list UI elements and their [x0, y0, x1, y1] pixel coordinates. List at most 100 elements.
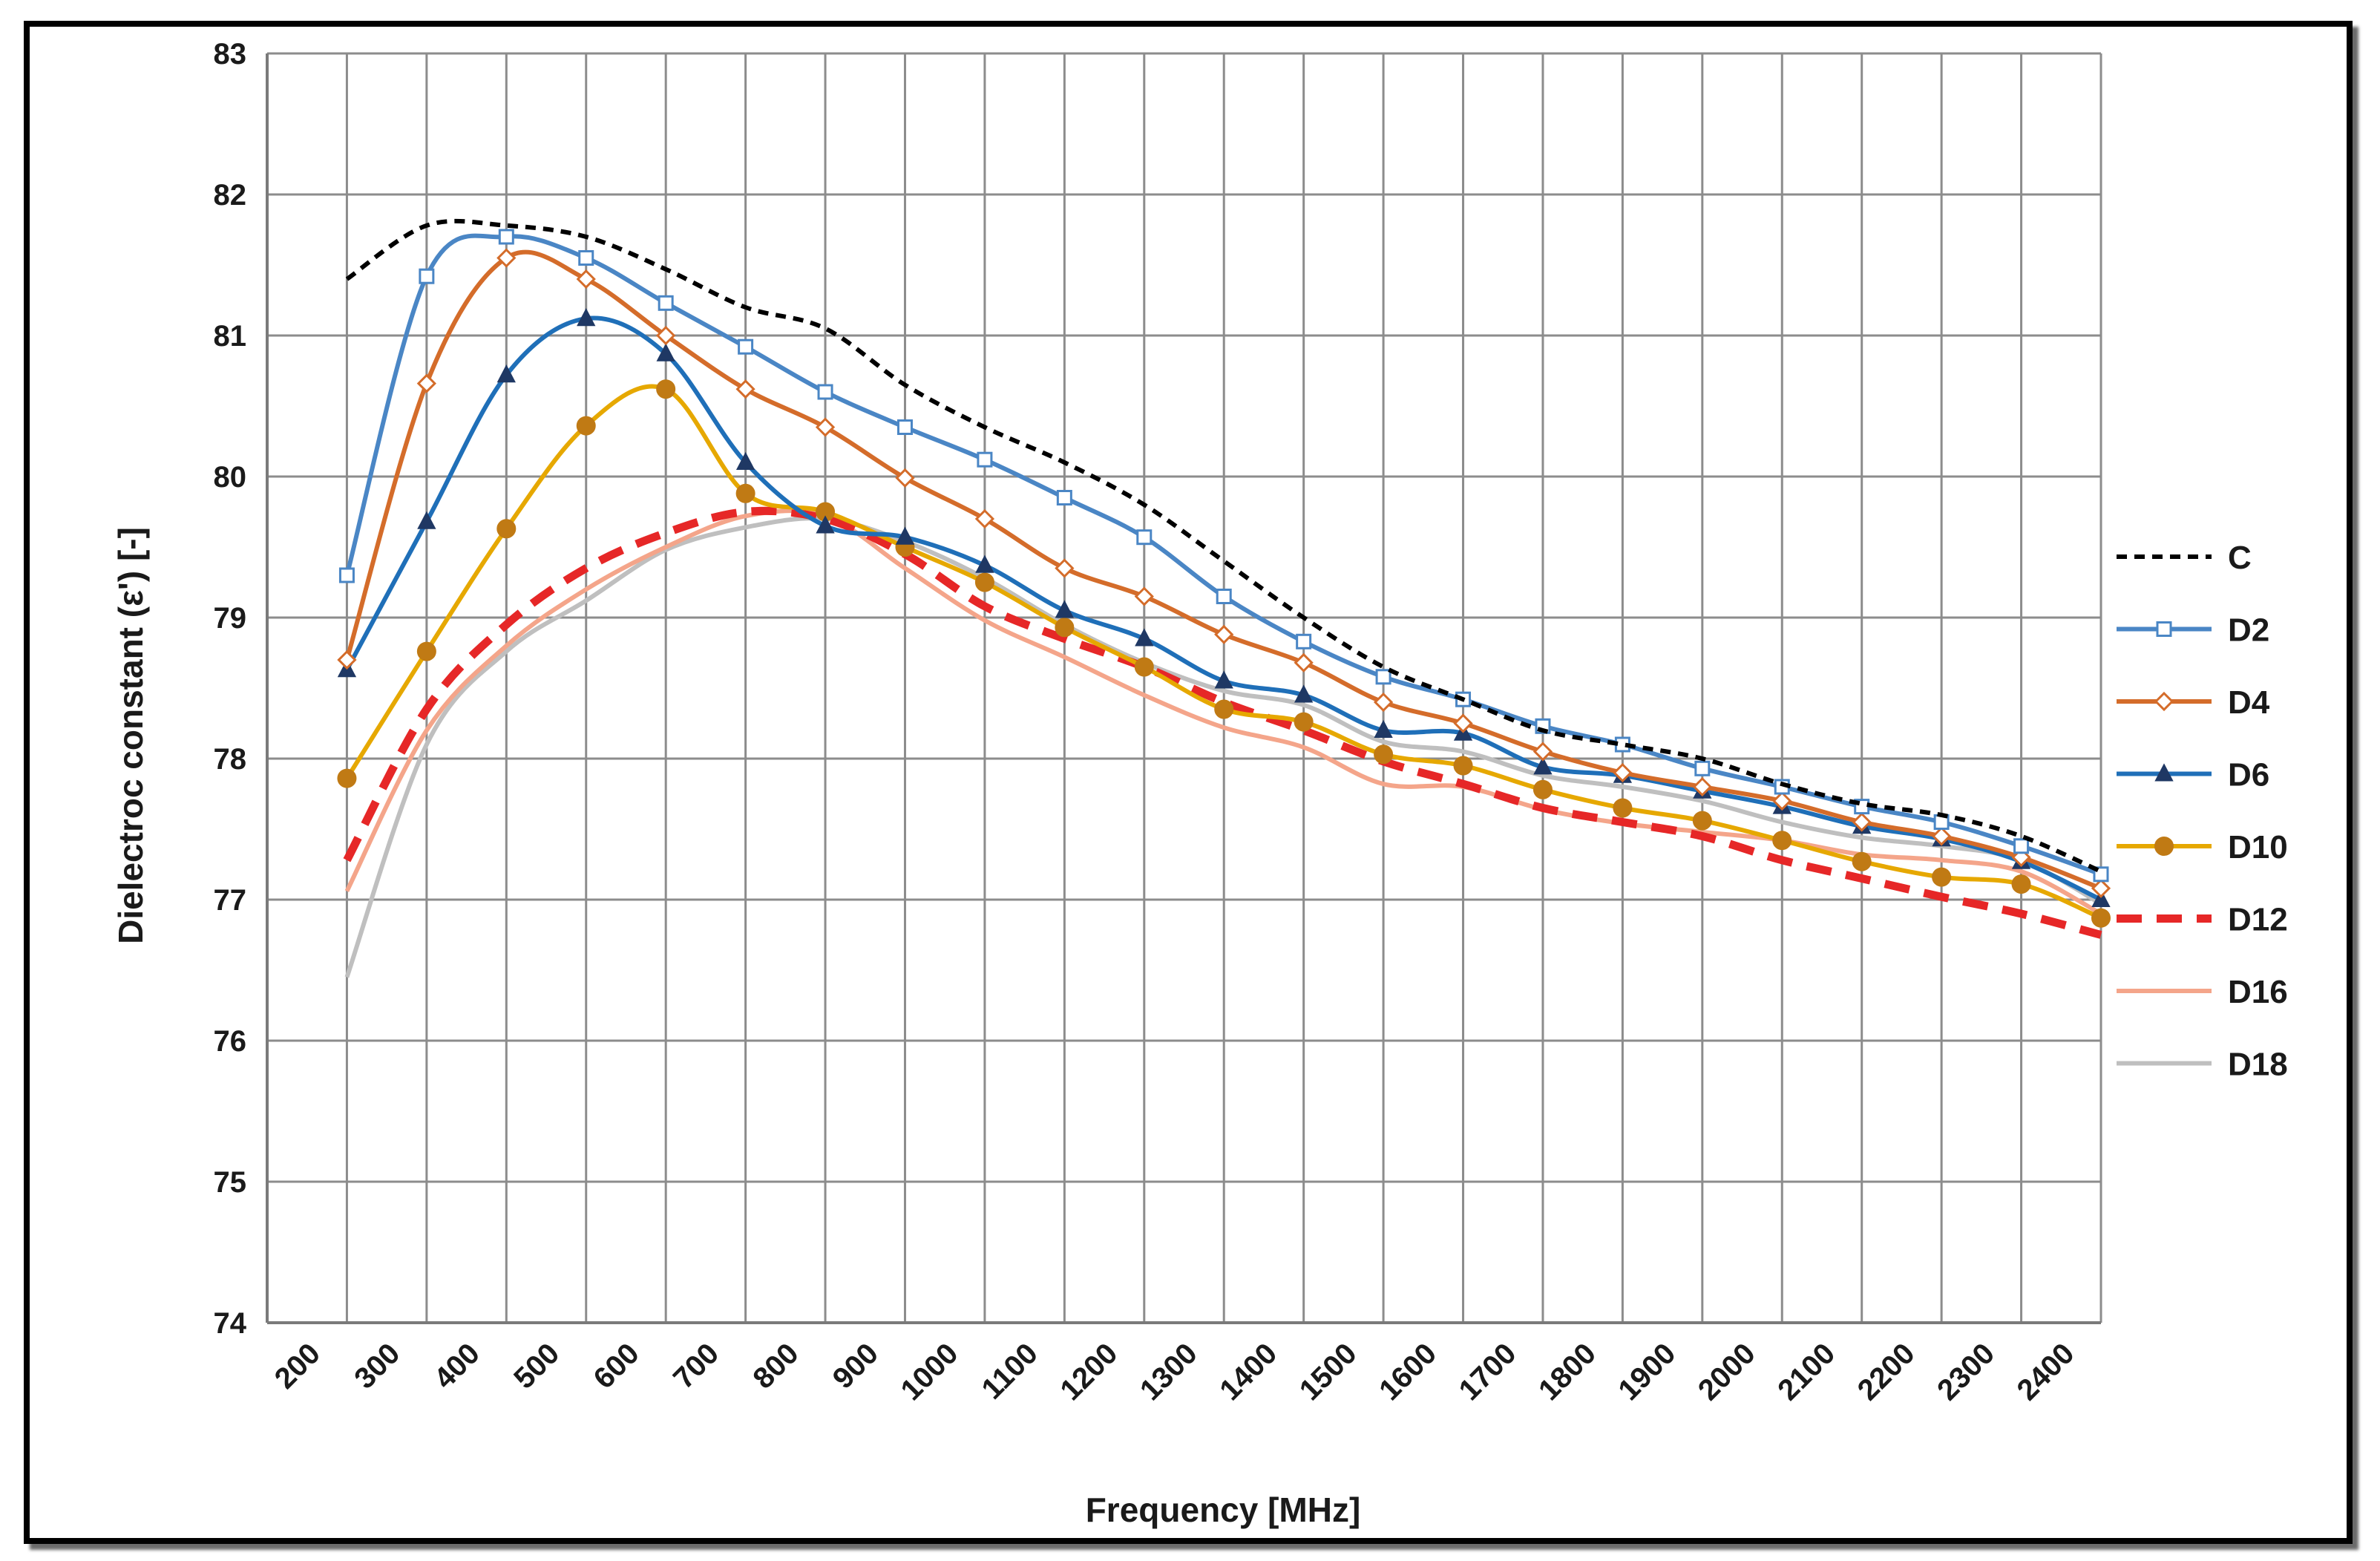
x-tick-label: 1200 — [1054, 1337, 1124, 1407]
x-tick-label: 2300 — [1931, 1337, 2001, 1407]
data-point-square — [977, 451, 993, 468]
legend-entry-d6: D6 — [2117, 757, 2269, 793]
series-line-d18 — [344, 516, 2102, 978]
data-point-square — [1216, 589, 1232, 604]
x-tick-label: 1600 — [1373, 1337, 1443, 1407]
x-tick-label: 800 — [747, 1337, 804, 1395]
data-point-circle — [1453, 756, 1473, 776]
x-tick-label: 2400 — [2011, 1337, 2081, 1407]
data-point-square — [578, 250, 594, 266]
data-point-triangle — [656, 343, 675, 361]
data-point-circle — [735, 483, 755, 503]
data-point-square — [2013, 838, 2030, 854]
y-tick-label: 74 — [214, 1307, 247, 1340]
data-point-triangle — [1294, 684, 1314, 703]
data-point-circle — [2154, 837, 2174, 856]
data-point-triangle — [816, 515, 835, 534]
x-tick-label: 1800 — [1532, 1337, 1602, 1407]
data-point-diamond — [337, 649, 357, 670]
series-d4 — [337, 248, 2111, 898]
series-d18 — [344, 516, 2102, 978]
data-point-square — [1375, 669, 1391, 685]
data-point-diamond — [895, 468, 915, 488]
data-point-circle — [337, 768, 357, 788]
data-point-square — [896, 419, 913, 435]
x-tick-label: 1400 — [1213, 1337, 1283, 1407]
data-point-circle — [1772, 831, 1792, 851]
x-axis-title: Frequency [MHz] — [1086, 1490, 1361, 1529]
y-tick-label: 78 — [214, 743, 247, 776]
y-tick-label: 75 — [214, 1166, 247, 1199]
y-axis-title: Dielectroc constant (ε') [-] — [111, 527, 150, 944]
x-tick-label: 400 — [428, 1337, 486, 1395]
data-point-circle — [1932, 867, 1952, 887]
x-tick-label: 2100 — [1771, 1337, 1841, 1407]
legend-entry-c: C — [2117, 540, 2252, 576]
data-point-circle — [1692, 811, 1712, 831]
legend-label: D2 — [2228, 612, 2269, 649]
data-point-square — [1296, 633, 1312, 649]
y-tick-label: 76 — [214, 1025, 247, 1058]
x-tick-label: 500 — [508, 1337, 566, 1395]
x-tick-label: 1900 — [1612, 1337, 1682, 1407]
x-tick-label: 1100 — [976, 1337, 1044, 1405]
series-layer — [337, 218, 2111, 978]
data-point-triangle — [1135, 628, 1154, 647]
data-point-circle — [1055, 618, 1075, 638]
data-point-diamond — [1453, 713, 1473, 733]
data-point-diamond — [416, 373, 436, 393]
data-point-square — [419, 268, 435, 284]
data-point-triangle — [496, 364, 516, 383]
data-point-diamond — [974, 508, 995, 529]
data-point-diamond — [1214, 624, 1234, 644]
legend-entry-d2: D2 — [2117, 612, 2269, 649]
data-point-circle — [2011, 874, 2031, 894]
series-line-d12 — [343, 506, 2102, 939]
data-point-square — [658, 295, 674, 311]
series-d12 — [343, 506, 2102, 939]
data-point-diamond — [1373, 692, 1394, 713]
x-tick-label: 1300 — [1134, 1337, 1204, 1407]
data-point-circle — [1294, 712, 1314, 732]
legend-label: D6 — [2228, 757, 2269, 793]
series-d2 — [338, 229, 2109, 883]
data-point-diamond — [1532, 742, 1553, 762]
legend: C D2 D4 D6 D10 D12 D16 D18 — [2117, 540, 2288, 1083]
data-point-circle — [496, 519, 517, 539]
data-point-diamond — [496, 248, 517, 268]
x-tick-label: 1500 — [1294, 1337, 1363, 1407]
data-point-circle — [1852, 851, 1872, 871]
legend-label: D4 — [2228, 684, 2270, 721]
data-point-diamond — [576, 269, 596, 289]
data-point-circle — [416, 641, 436, 661]
line-chart: 74 75 76 77 78 79 80 81 82 83 200 300 400 500 600 700 80… — [111, 38, 2288, 1529]
data-point-triangle — [417, 511, 436, 529]
data-point-diamond — [1055, 558, 1075, 578]
data-point-diamond — [1613, 762, 1633, 783]
legend-label: D10 — [2228, 829, 2288, 865]
data-point-diamond — [1772, 791, 1792, 811]
legend-label: D16 — [2228, 974, 2288, 1010]
legend-entry-d12: D12 — [2117, 902, 2288, 938]
data-point-triangle — [1533, 756, 1553, 775]
legend-entry-d18: D18 — [2117, 1047, 2288, 1083]
data-point-triangle — [2091, 889, 2111, 907]
x-tick-label: 900 — [827, 1337, 885, 1395]
y-tick-label: 81 — [214, 320, 247, 353]
series-line-c — [345, 218, 2102, 874]
data-point-circle — [974, 572, 994, 592]
y-tick-label: 80 — [214, 461, 247, 494]
chart-frame: 74 75 76 77 78 79 80 81 82 83 200 300 400 500 600 700 80… — [24, 21, 2353, 1544]
data-point-diamond — [815, 417, 836, 437]
data-point-diamond — [735, 379, 755, 399]
data-point-triangle — [975, 554, 994, 573]
data-point-square — [1136, 529, 1153, 546]
data-point-circle — [656, 379, 676, 399]
legend-entry-d16: D16 — [2117, 974, 2288, 1010]
data-point-triangle — [1374, 719, 1393, 738]
data-point-triangle — [735, 451, 755, 470]
data-point-square — [817, 384, 833, 400]
data-point-diamond — [1852, 812, 1872, 832]
data-point-circle — [1374, 744, 1394, 765]
x-tick-label: 2200 — [1852, 1337, 1921, 1407]
